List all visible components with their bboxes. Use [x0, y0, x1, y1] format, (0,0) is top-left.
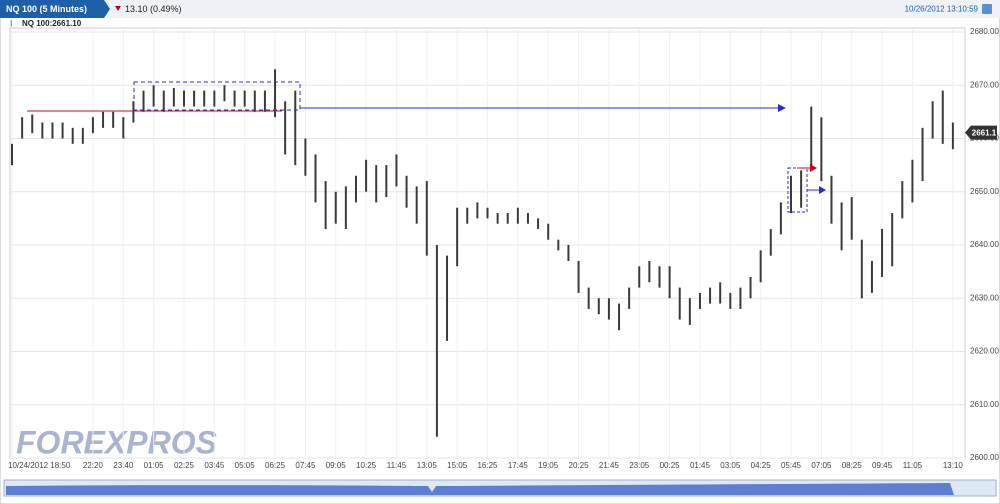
x-tick-label: 10:25 — [356, 461, 377, 470]
x-tick-label: 07:05 — [811, 461, 832, 470]
timestamp: 10/26/2012 13:10:59 — [905, 5, 979, 14]
x-tick-label: 06:25 — [265, 461, 286, 470]
x-tick-label: 11:45 — [387, 461, 407, 470]
y-tick-label: 2600.00 — [970, 453, 999, 462]
drawings — [27, 81, 826, 213]
y-tick-label: 2680.00 — [970, 27, 999, 36]
arrow-head — [778, 104, 786, 112]
tab[interactable] — [0, 0, 110, 18]
x-tick-label: 16:25 — [477, 461, 498, 470]
legend: NQ 100:2661.10 — [22, 19, 82, 28]
x-tick-label: 13:10 — [943, 461, 964, 470]
y-tick-label: 2670.00 — [970, 80, 999, 89]
x-tick-label: 03:05 — [720, 461, 741, 470]
header-bar — [0, 0, 1000, 18]
x-tick-label: 09:45 — [872, 461, 893, 470]
x-tick-label: 04:25 — [751, 461, 772, 470]
y-tick-label: 2630.00 — [970, 293, 999, 302]
x-tick-label: 11:05 — [903, 461, 923, 470]
x-tick-label: 09:05 — [326, 461, 347, 470]
arrow-head — [810, 164, 817, 172]
header-button[interactable] — [982, 4, 992, 14]
x-tick-label: 00:25 — [660, 461, 681, 470]
dashed-box — [133, 81, 301, 111]
arrow-head — [819, 186, 826, 194]
navigator-area — [6, 483, 954, 495]
plot: 2600.00 2610.00 2620.00 2630.00 2640.00 2650.… — [8, 27, 999, 470]
y-tick-label: 2620.00 — [970, 347, 999, 356]
x-tick-label: 20:25 — [569, 461, 590, 470]
watermark: FOREXPROS — [16, 424, 218, 460]
down-arrow — [115, 6, 121, 11]
x-tick-label: 03:45 — [204, 461, 225, 470]
change: 13.10 (0.49%) — [125, 4, 182, 14]
last-price-label: 2661.1 — [972, 128, 997, 137]
x-tick-label: 01:45 — [690, 461, 711, 470]
x-tick-label: 07:45 — [295, 461, 316, 470]
x-tick-label: 13:05 — [417, 461, 438, 470]
x-tick-label: 15:05 — [447, 461, 468, 470]
x-tick-label: 17:45 — [508, 461, 529, 470]
x-tick-label: 10/24/2012 18:50 — [8, 461, 71, 470]
x-tick-label: 23:40 — [113, 461, 134, 470]
x-tick-label: 21:45 — [599, 461, 620, 470]
x-tick-label: 08:25 — [842, 461, 863, 470]
tab-title: NQ 100 (5 Minutes) — [6, 4, 87, 14]
last-price-tag — [965, 125, 997, 140]
y-tick-label: 2650.00 — [970, 187, 999, 196]
x-tick-label: 22:20 — [83, 461, 104, 470]
x-tick-label: 23:05 — [629, 461, 650, 470]
x-tick-label: 19:05 — [538, 461, 559, 470]
x-tick-label: 05:45 — [781, 461, 802, 470]
x-tick-label: 05:05 — [235, 461, 256, 470]
y-tick-label: 2610.00 — [970, 400, 999, 409]
y-tick-label: 2640.00 — [970, 240, 999, 249]
x-tick-label: 02:25 — [174, 461, 195, 470]
legend-icon: ǀ — [10, 18, 12, 28]
x-tick-label: 01:05 — [144, 461, 165, 470]
